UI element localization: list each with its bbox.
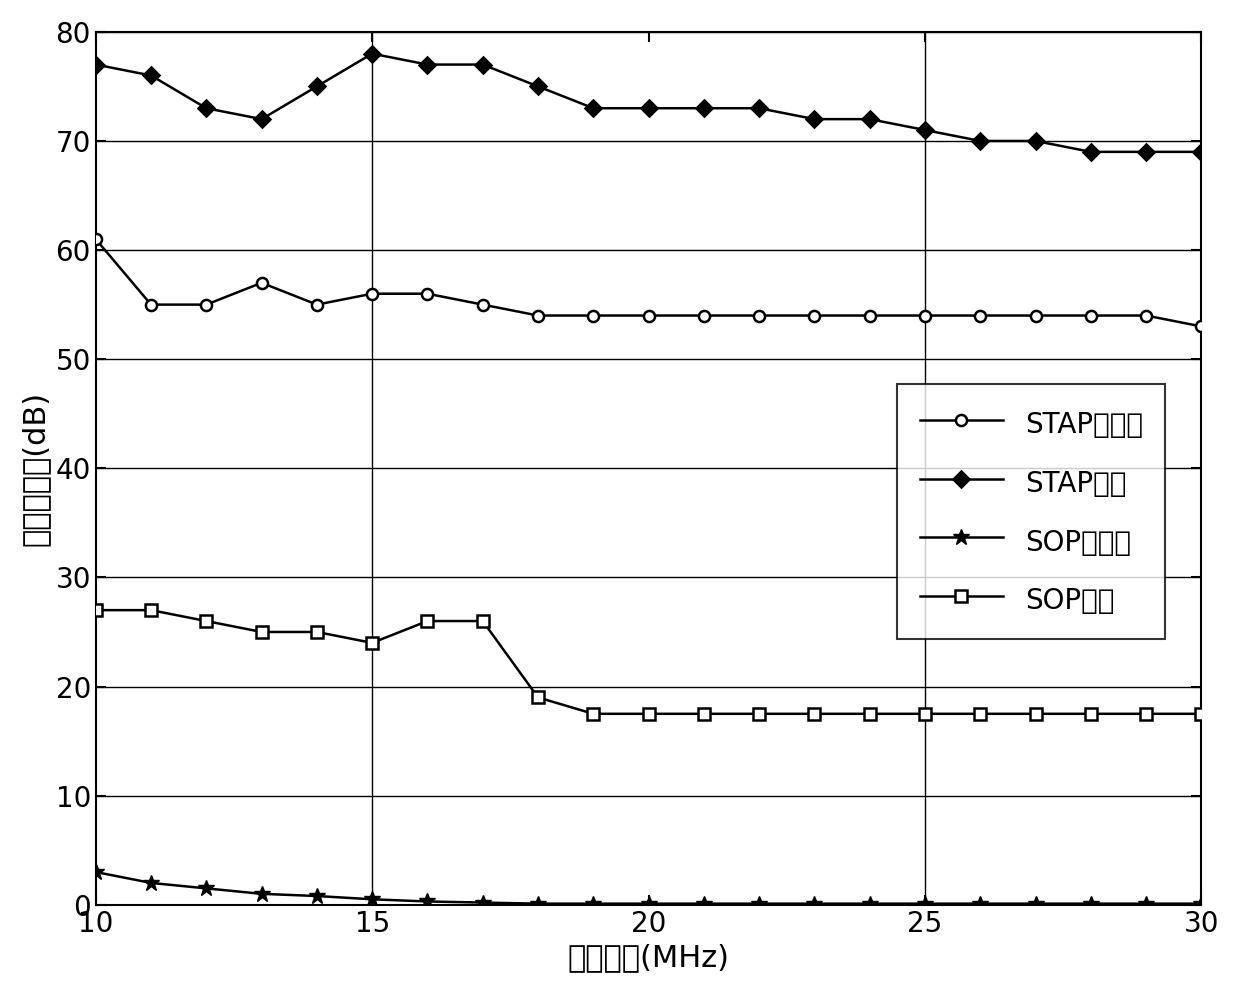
SOP未均衡 — [1138, 898, 1153, 910]
SOP未均衡 — [641, 898, 656, 910]
SOP均衡 — [144, 604, 159, 616]
STAP未均衡 — [198, 299, 213, 311]
SOP均衡 — [198, 615, 213, 627]
SOP均衡 — [1194, 708, 1209, 720]
SOP未均衡 — [973, 898, 988, 910]
STAP均衡 — [420, 59, 435, 71]
SOP均衡 — [475, 615, 490, 627]
STAP未均衡 — [144, 299, 159, 311]
Y-axis label: 干扰抑制比(dB): 干扰抑制比(dB) — [21, 390, 50, 546]
SOP均衡 — [1084, 708, 1099, 720]
STAP均衡 — [585, 102, 600, 114]
SOP均衡 — [365, 637, 379, 648]
STAP均衡 — [310, 80, 325, 92]
SOP未均衡 — [254, 888, 269, 900]
SOP均衡 — [862, 708, 877, 720]
SOP均衡 — [88, 604, 103, 616]
SOP未均衡 — [697, 898, 712, 910]
STAP均衡 — [1138, 146, 1153, 158]
STAP均衡 — [475, 59, 490, 71]
STAP均衡 — [918, 124, 932, 136]
STAP未均衡 — [918, 310, 932, 322]
STAP未均衡 — [88, 233, 103, 245]
SOP均衡 — [641, 708, 656, 720]
SOP均衡 — [1028, 708, 1043, 720]
SOP未均衡 — [862, 898, 877, 910]
STAP均衡 — [365, 48, 379, 60]
STAP未均衡 — [531, 310, 546, 322]
SOP未均衡 — [918, 898, 932, 910]
STAP未均衡 — [254, 277, 269, 289]
SOP未均衡 — [807, 898, 822, 910]
Line: SOP均衡: SOP均衡 — [91, 605, 1207, 719]
Line: STAP均衡: STAP均衡 — [91, 48, 1207, 158]
STAP均衡 — [88, 59, 103, 71]
STAP均衡 — [641, 102, 656, 114]
STAP未均衡 — [807, 310, 822, 322]
SOP未均衡 — [1028, 898, 1043, 910]
SOP未均衡 — [88, 866, 103, 878]
STAP均衡 — [697, 102, 712, 114]
SOP未均衡 — [1194, 898, 1209, 910]
STAP均衡 — [862, 113, 877, 125]
STAP未均衡 — [751, 310, 766, 322]
STAP未均衡 — [365, 288, 379, 300]
STAP未均衡 — [973, 310, 988, 322]
SOP均衡 — [751, 708, 766, 720]
SOP均衡 — [310, 626, 325, 638]
SOP未均衡 — [751, 898, 766, 910]
STAP均衡 — [807, 113, 822, 125]
STAP未均衡 — [475, 299, 490, 311]
X-axis label: 干扰带宽(MHz): 干扰带宽(MHz) — [568, 943, 729, 972]
SOP未均衡 — [475, 897, 490, 909]
STAP均衡 — [531, 80, 546, 92]
STAP未均衡 — [862, 310, 877, 322]
STAP未均衡 — [1138, 310, 1153, 322]
STAP未均衡 — [1028, 310, 1043, 322]
STAP均衡 — [144, 70, 159, 81]
SOP未均衡 — [585, 898, 600, 910]
SOP未均衡 — [531, 898, 546, 910]
SOP均衡 — [807, 708, 822, 720]
STAP均衡 — [751, 102, 766, 114]
STAP均衡 — [1084, 146, 1099, 158]
STAP未均衡 — [641, 310, 656, 322]
SOP均衡 — [531, 691, 546, 703]
SOP未均衡 — [198, 883, 213, 895]
STAP未均衡 — [1194, 321, 1209, 333]
SOP均衡 — [420, 615, 435, 627]
Legend: STAP未均衡, STAP均衡, SOP未均衡, SOP均衡: STAP未均衡, STAP均衡, SOP未均衡, SOP均衡 — [898, 384, 1166, 639]
SOP均衡 — [254, 626, 269, 638]
SOP未均衡 — [310, 890, 325, 902]
STAP未均衡 — [310, 299, 325, 311]
SOP未均衡 — [144, 877, 159, 889]
SOP均衡 — [697, 708, 712, 720]
STAP未均衡 — [420, 288, 435, 300]
Line: STAP未均衡: STAP未均衡 — [91, 233, 1207, 332]
STAP均衡 — [254, 113, 269, 125]
STAP均衡 — [1194, 146, 1209, 158]
STAP未均衡 — [1084, 310, 1099, 322]
SOP未均衡 — [420, 896, 435, 908]
SOP均衡 — [973, 708, 988, 720]
STAP均衡 — [1028, 135, 1043, 147]
SOP未均衡 — [1084, 898, 1099, 910]
SOP均衡 — [585, 708, 600, 720]
SOP均衡 — [918, 708, 932, 720]
STAP未均衡 — [697, 310, 712, 322]
SOP均衡 — [1138, 708, 1153, 720]
SOP未均衡 — [365, 894, 379, 906]
STAP未均衡 — [585, 310, 600, 322]
STAP均衡 — [973, 135, 988, 147]
STAP均衡 — [198, 102, 213, 114]
Line: SOP未均衡: SOP未均衡 — [87, 864, 1210, 912]
